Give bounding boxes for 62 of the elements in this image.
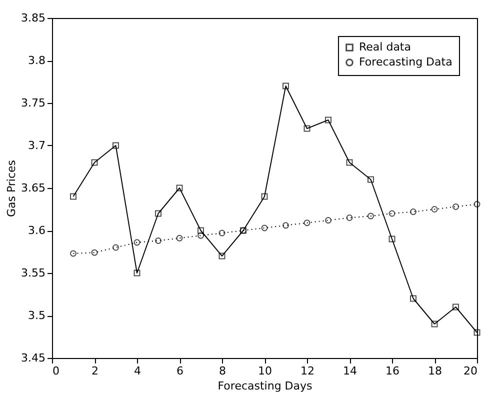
point <box>176 234 183 242</box>
x-tick-label: 0 <box>52 364 60 378</box>
point <box>325 217 332 224</box>
point <box>218 252 226 260</box>
point <box>282 82 289 90</box>
legend-label: Real data <box>359 40 411 54</box>
point <box>134 270 140 276</box>
point <box>452 304 459 310</box>
point <box>346 214 353 221</box>
point <box>218 230 226 236</box>
x-tick-label: 20 <box>464 364 478 378</box>
point <box>282 222 289 229</box>
point <box>474 329 480 336</box>
point <box>452 203 459 210</box>
x-axis-title: Forecasting Days <box>218 380 313 392</box>
point <box>304 220 310 226</box>
point <box>261 193 268 200</box>
point <box>112 142 119 149</box>
point <box>198 232 204 239</box>
point <box>70 193 76 200</box>
point <box>261 224 268 232</box>
x-tick-label: 4 <box>134 364 141 378</box>
x-tick-label: 8 <box>219 364 226 378</box>
point <box>388 236 396 242</box>
y-axis-title: Gas Prices <box>5 160 18 218</box>
y-tick-label: 3.7 <box>28 139 46 152</box>
x-tick-label: 10 <box>258 364 272 378</box>
point <box>134 239 140 246</box>
y-tick-label: 3.75 <box>21 96 46 110</box>
point <box>304 125 310 132</box>
point <box>431 206 438 212</box>
point <box>70 250 76 257</box>
x-tick-label: 6 <box>176 364 184 378</box>
x-tick-label: 12 <box>300 364 314 378</box>
point <box>112 244 119 251</box>
point <box>91 249 98 256</box>
point <box>410 208 416 216</box>
point <box>410 295 416 302</box>
point <box>155 210 162 217</box>
y-tick-label: 3.6 <box>28 224 46 237</box>
y-tick-label: 3.5 <box>28 309 46 322</box>
point <box>176 184 183 192</box>
point <box>91 159 98 166</box>
y-tick-label: 3.55 <box>21 266 46 280</box>
point <box>346 159 353 166</box>
point <box>155 237 162 244</box>
legend-label: Forecasting Data <box>359 56 452 68</box>
y-tick-label: 3.8 <box>28 54 46 67</box>
x-tick-label: 2 <box>92 364 98 378</box>
point <box>198 227 204 234</box>
point <box>368 176 374 183</box>
y-tick-label: 3.45 <box>21 352 46 364</box>
x-tick-label: 16 <box>386 364 400 378</box>
y-tick-label: 3.85 <box>21 12 46 24</box>
point <box>388 210 396 217</box>
x-tick-label: 18 <box>428 364 442 378</box>
y-tick-label: 3.65 <box>21 182 46 194</box>
point <box>474 200 480 208</box>
point <box>368 212 374 220</box>
x-tick-label: 14 <box>343 364 357 378</box>
point <box>325 116 332 124</box>
point <box>431 320 438 328</box>
